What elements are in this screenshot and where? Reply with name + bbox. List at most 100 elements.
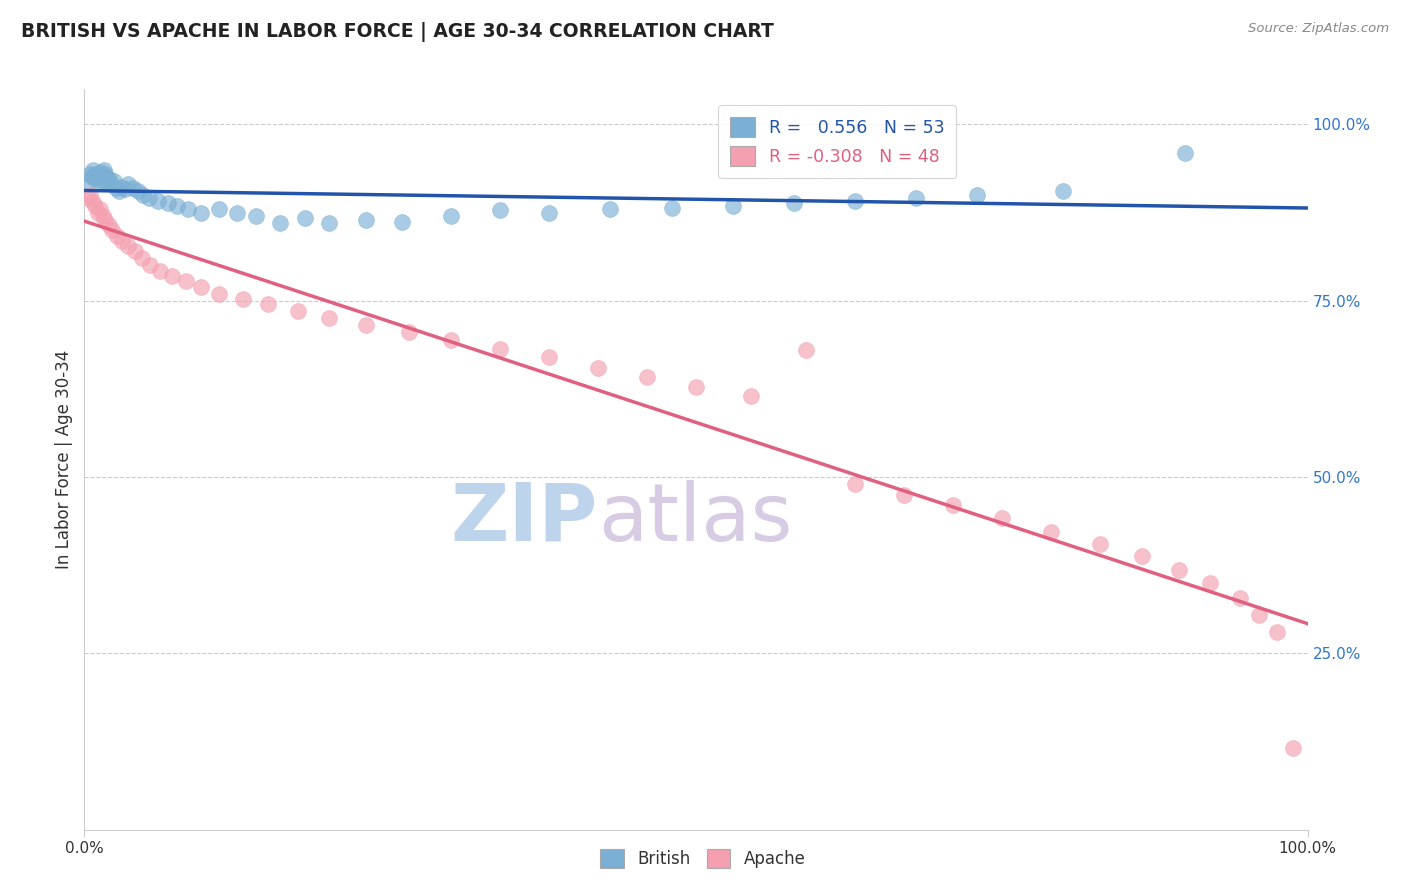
Point: [105, 228, 128, 243]
Text: ZIP: ZIP: [451, 480, 598, 558]
Point: [354, 318, 377, 333]
Point: [103, 174, 125, 188]
Point: [177, 202, 200, 216]
Legend: British, Apache: British, Apache: [592, 840, 814, 877]
Point: [79, 167, 101, 181]
Point: [190, 205, 212, 219]
Point: [84, 172, 107, 186]
Point: [79, 188, 101, 202]
Point: [1168, 563, 1191, 577]
Point: [89, 165, 111, 179]
Text: atlas: atlas: [598, 480, 793, 558]
Point: [1198, 575, 1220, 590]
Point: [287, 304, 309, 318]
Legend: R =   0.556   N = 53, R = -0.308   N = 48: R = 0.556 N = 53, R = -0.308 N = 48: [718, 105, 956, 178]
Point: [139, 259, 162, 273]
Point: [114, 182, 136, 196]
Point: [794, 343, 817, 357]
Point: [190, 279, 212, 293]
Point: [80, 170, 103, 185]
Point: [318, 311, 340, 326]
Point: [82, 163, 104, 178]
Text: Source: ZipAtlas.com: Source: ZipAtlas.com: [1249, 22, 1389, 36]
Point: [1088, 537, 1111, 551]
Point: [599, 202, 621, 216]
Point: [391, 215, 413, 229]
Point: [87, 175, 110, 189]
Point: [966, 188, 988, 202]
Point: [132, 188, 155, 202]
Point: [93, 163, 115, 178]
Point: [101, 223, 124, 237]
Point: [96, 170, 118, 185]
Point: [166, 198, 188, 212]
Point: [94, 167, 117, 181]
Point: [94, 212, 117, 227]
Point: [91, 174, 114, 188]
Point: [269, 216, 291, 230]
Point: [87, 205, 110, 219]
Point: [1247, 607, 1270, 622]
Point: [107, 185, 129, 199]
Point: [87, 170, 110, 185]
Point: [86, 167, 108, 181]
Point: [162, 268, 184, 283]
Point: [893, 488, 915, 502]
Point: [1229, 591, 1251, 606]
Point: [146, 194, 169, 208]
Point: [538, 205, 561, 219]
Point: [245, 209, 267, 223]
Point: [100, 178, 122, 192]
Point: [226, 205, 249, 219]
Point: [489, 203, 512, 218]
Point: [783, 196, 806, 211]
Point: [844, 194, 866, 208]
Point: [398, 326, 420, 340]
Point: [82, 194, 104, 209]
Point: [1174, 145, 1197, 160]
Point: [489, 342, 512, 356]
Point: [127, 185, 149, 199]
Point: [1039, 524, 1062, 539]
Point: [84, 198, 107, 212]
Point: [721, 198, 744, 212]
Point: [636, 370, 658, 384]
Point: [77, 174, 100, 188]
Point: [110, 179, 132, 194]
Point: [90, 168, 112, 182]
Point: [538, 350, 561, 364]
Point: [97, 172, 120, 186]
Point: [440, 209, 463, 223]
Point: [97, 218, 120, 232]
Point: [905, 192, 928, 206]
Point: [174, 274, 197, 288]
Point: [661, 201, 683, 215]
Point: [89, 202, 111, 216]
Point: [124, 244, 146, 259]
Point: [844, 477, 866, 491]
Point: [232, 293, 254, 307]
Point: [111, 234, 134, 248]
Point: [91, 209, 114, 223]
Point: [1282, 741, 1305, 756]
Point: [117, 238, 139, 252]
Point: [1132, 549, 1154, 563]
Point: [105, 181, 128, 195]
Y-axis label: In Labor Force | Age 30-34: In Labor Force | Age 30-34: [55, 350, 73, 569]
Point: [1265, 625, 1288, 640]
Point: [208, 286, 231, 301]
Point: [122, 181, 145, 195]
Point: [1052, 185, 1074, 199]
Point: [685, 380, 707, 394]
Point: [117, 178, 139, 192]
Point: [318, 216, 340, 230]
Point: [440, 333, 463, 347]
Text: BRITISH VS APACHE IN LABOR FORCE | AGE 30-34 CORRELATION CHART: BRITISH VS APACHE IN LABOR FORCE | AGE 3…: [21, 22, 773, 42]
Point: [740, 389, 762, 403]
Point: [257, 297, 280, 311]
Point: [942, 498, 965, 512]
Point: [131, 252, 153, 266]
Point: [83, 168, 105, 182]
Point: [354, 212, 377, 227]
Point: [97, 175, 120, 189]
